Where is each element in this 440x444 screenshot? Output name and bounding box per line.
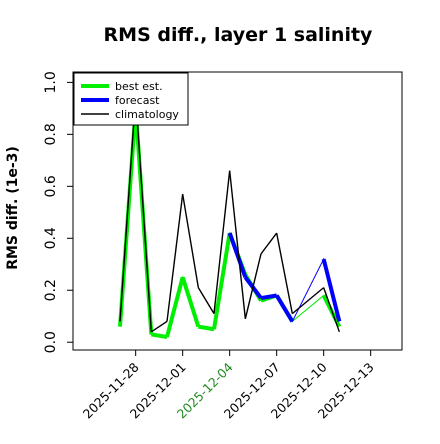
legend-label: forecast <box>115 94 160 107</box>
chart-title: RMS diff., layer 1 salinity <box>0 24 440 46</box>
series-best-est--segment <box>198 327 214 330</box>
series-climatology-segment <box>120 95 136 321</box>
series-climatology-segment <box>261 233 277 254</box>
legend-label: best est. <box>115 80 163 93</box>
y-tick-label: 0.2 <box>43 279 59 301</box>
y-axis-label: RMS diff. (1e-3) <box>5 146 21 270</box>
y-tick-label: 1.0 <box>43 71 59 93</box>
series-climatology-segment <box>136 95 152 331</box>
series-climatology-segment <box>245 254 261 319</box>
series-climatology-segment <box>292 288 323 314</box>
y-tick-label: 0.6 <box>43 175 59 197</box>
series-best-est--segment <box>151 334 167 337</box>
series-climatology-segment <box>183 194 199 288</box>
series-best-est--segment <box>183 277 199 326</box>
y-tick-label: 0.8 <box>43 123 59 145</box>
y-tick-label: 0.4 <box>43 227 59 249</box>
series-climatology-segment <box>198 288 214 314</box>
legend-label: climatology <box>115 108 179 121</box>
series-forecast-segment <box>261 295 277 298</box>
series-climatology-segment <box>151 321 167 331</box>
y-tick-label: 0.0 <box>43 331 59 353</box>
